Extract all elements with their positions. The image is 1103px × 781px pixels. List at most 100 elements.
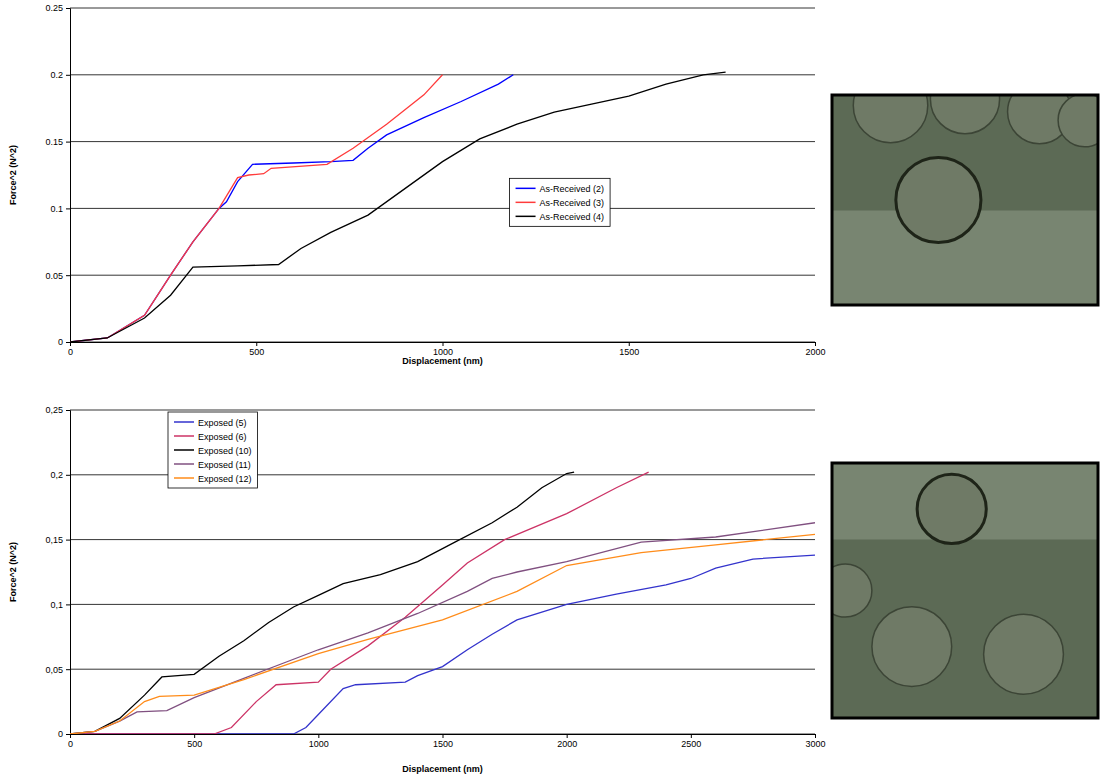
tick-mark	[691, 734, 692, 738]
tick-mark	[66, 410, 70, 411]
legend-box	[168, 412, 258, 488]
tick: 0	[68, 342, 73, 357]
legend-swatch	[174, 449, 194, 451]
tick-mark	[815, 734, 816, 738]
axis-line	[66, 411, 71, 735]
micrograph-fiber	[872, 607, 952, 687]
series-line	[70, 75, 443, 342]
tick-mark	[567, 734, 568, 738]
legend-label: Exposed (5)	[198, 418, 247, 428]
tick-mark	[66, 8, 70, 9]
tick: 0.05	[45, 271, 70, 281]
tick-mark	[66, 475, 70, 476]
series-line	[70, 534, 815, 734]
tick-label: 0,25	[45, 405, 63, 415]
tick-label: 1500	[433, 739, 453, 749]
legend-label: As-Received (2)	[540, 184, 605, 194]
micrograph-fiber	[917, 474, 986, 543]
grid-line	[70, 208, 815, 209]
grid-line	[70, 410, 815, 411]
legend-label: As-Received (3)	[540, 198, 605, 208]
x-axis: 050010001500200025003000	[68, 734, 826, 749]
axis-line	[66, 9, 71, 343]
legend-label: As-Received (4)	[540, 212, 605, 222]
grid-line	[70, 141, 815, 142]
legend: Exposed (5)Exposed (6)Exposed (10)Expose…	[168, 412, 258, 488]
tick: 500	[187, 734, 202, 749]
micrograph-fiber	[1058, 95, 1098, 147]
micrograph-fiber	[832, 564, 872, 617]
tick-mark	[443, 734, 444, 738]
tick-label: 0.1	[50, 204, 63, 214]
plot-area	[70, 472, 815, 734]
tick-label: 0	[58, 337, 63, 347]
tick: 0.2	[50, 70, 70, 80]
tick-label: 1500	[619, 347, 639, 357]
legend-swatch	[174, 421, 194, 423]
tick-label: 0,05	[45, 665, 63, 675]
tick: 500	[249, 342, 264, 357]
tick: 0,2	[50, 470, 70, 480]
tick-label: 500	[249, 347, 264, 357]
micrograph-border	[832, 95, 1098, 305]
grid-line	[70, 669, 815, 670]
micrograph	[819, 463, 1098, 718]
tick-label: 0	[68, 347, 73, 357]
tick-mark	[66, 142, 70, 143]
tick: 0	[58, 729, 70, 739]
chart: 050010001500200000.050.10.150.20.25Displ…	[8, 3, 826, 366]
tick: 0,15	[45, 535, 70, 545]
tick-label: 0,2	[50, 470, 63, 480]
tick: 0.25	[45, 3, 70, 13]
tick-mark	[629, 342, 630, 346]
tick: 0,25	[45, 405, 70, 415]
axis-line	[71, 343, 816, 347]
tick-label: 500	[187, 739, 202, 749]
y-axis: 00,050,10,150,20,25	[45, 405, 70, 739]
series-line	[70, 472, 574, 734]
tick-label: 2000	[805, 347, 825, 357]
tick: 1500	[619, 342, 639, 357]
tick-mark	[194, 734, 195, 738]
tick: 2000	[557, 734, 577, 749]
x-axis-title: Displacement (nm)	[402, 356, 483, 366]
tick-mark	[443, 342, 444, 346]
series-line	[70, 72, 726, 342]
tick: 0	[68, 734, 73, 749]
tick-label: 0	[58, 729, 63, 739]
tick: 2500	[681, 734, 701, 749]
tick-label: 0.2	[50, 70, 63, 80]
tick: 1500	[433, 734, 453, 749]
micrograph-border	[832, 463, 1098, 718]
tick-mark	[815, 342, 816, 346]
tick-label: 0.15	[45, 137, 63, 147]
tick-label: 2000	[557, 739, 577, 749]
y-axis: 0 0.05 0.1 0.15 0.2 0.25	[45, 3, 70, 347]
legend-swatch	[516, 188, 536, 190]
tick: 0	[58, 337, 70, 347]
micrograph	[832, 65, 1103, 305]
tick-mark	[66, 75, 70, 76]
legend-label: Exposed (6)	[198, 432, 247, 442]
tick: 0.1	[50, 204, 70, 214]
grid-line	[70, 604, 815, 605]
tick-label: 0,15	[45, 535, 63, 545]
axis-line	[71, 735, 816, 739]
legend-label: Exposed (11)	[198, 460, 251, 470]
grid	[70, 410, 815, 734]
tick-mark	[66, 275, 70, 276]
grid	[70, 8, 815, 342]
tick: 0,05	[45, 665, 70, 675]
series-line	[70, 75, 513, 342]
tick-mark	[256, 342, 257, 346]
tick-mark	[66, 540, 70, 541]
plot-area	[70, 72, 726, 342]
tick-label: 0	[68, 739, 73, 749]
tick-mark	[318, 734, 319, 738]
chart: 05001000150020002500300000,050,10,150,20…	[8, 405, 826, 774]
tick: 2000	[805, 342, 825, 357]
legend-swatch	[174, 477, 194, 479]
tick-label: 0.05	[45, 271, 63, 281]
legend-swatch	[516, 202, 536, 204]
legend-swatch	[516, 216, 536, 218]
